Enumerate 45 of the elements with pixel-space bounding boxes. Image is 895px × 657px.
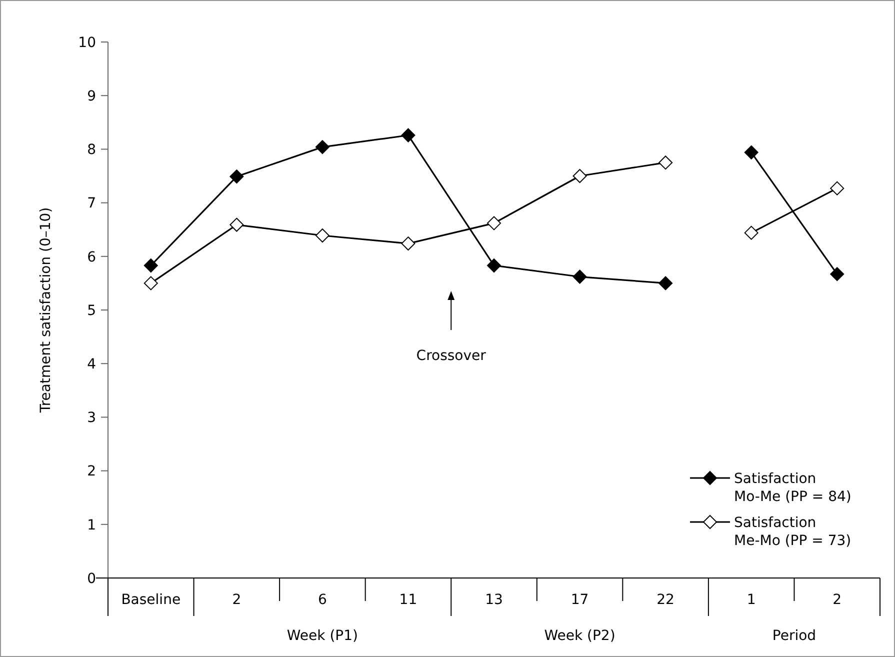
x-tick-label: Baseline — [121, 592, 181, 608]
point — [487, 258, 501, 273]
point — [744, 145, 758, 160]
x-tick-label: 13 — [485, 592, 503, 608]
point — [658, 156, 673, 170]
x-tick-label: 17 — [570, 592, 589, 608]
point — [487, 216, 501, 230]
point — [572, 169, 587, 183]
point — [230, 218, 244, 232]
point — [830, 267, 844, 282]
y-tick-label: 10 — [78, 34, 96, 51]
point — [144, 258, 158, 273]
legend-label: Satisfaction Mo-Me (PP = 84) — [734, 471, 852, 505]
point — [144, 276, 158, 290]
x-tick-label: 6 — [318, 592, 327, 608]
y-tick-label: 4 — [87, 356, 96, 372]
legend-label: Satisfaction Me-Mo (PP = 73) — [734, 515, 852, 549]
point — [315, 140, 330, 154]
y-tick-label: 1 — [87, 517, 96, 534]
text: Week (P2) — [544, 628, 616, 644]
y-tick-label: 0 — [87, 570, 96, 587]
x-tick-label: 1 — [746, 592, 756, 608]
x-tick-label: 2 — [232, 592, 242, 608]
y-tick-label: 9 — [87, 88, 96, 104]
y-tick-label: 2 — [87, 464, 96, 480]
annotation: Crossover — [416, 348, 486, 364]
x-tick-label: 22 — [656, 592, 674, 608]
point — [230, 170, 244, 184]
point — [401, 128, 416, 142]
y-tick-label: 3 — [87, 410, 96, 426]
point — [572, 270, 587, 284]
point — [658, 276, 673, 290]
point — [744, 226, 758, 240]
x-tick-label: 2 — [832, 592, 842, 608]
point — [315, 228, 330, 242]
text: Week (P1) — [286, 628, 358, 644]
point — [401, 236, 416, 251]
y-tick-label: 7 — [87, 196, 96, 212]
y-axis-title: Treatment satisfaction (0–10) — [38, 207, 54, 414]
point — [830, 181, 844, 196]
text: Period — [772, 628, 816, 644]
y-tick-label: 5 — [87, 302, 96, 319]
y-tick-label: 8 — [87, 142, 96, 158]
y-tick-label: 6 — [87, 249, 96, 266]
x-tick-label: 11 — [399, 592, 418, 608]
